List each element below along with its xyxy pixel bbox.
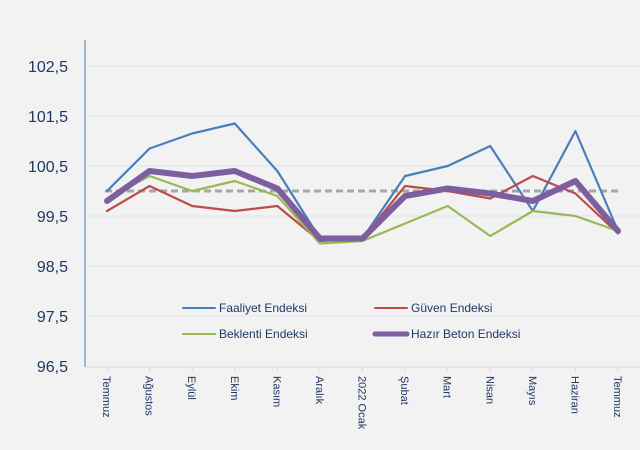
series-g-ven-endeksi xyxy=(105,174,620,243)
legend-item: Beklenti Endeksi xyxy=(182,327,308,341)
x-tick-label: Temmuz xyxy=(100,376,112,418)
series-line xyxy=(104,168,621,242)
y-tick-label: 100,5 xyxy=(28,159,68,176)
series-lines xyxy=(104,122,621,245)
y-tick-label: 97,5 xyxy=(37,309,68,326)
series-haz-r-beton-endeksi xyxy=(104,168,621,242)
x-tick-label: Mayıs xyxy=(526,376,538,406)
series-line xyxy=(105,174,620,245)
y-tick-label: 98,5 xyxy=(37,259,68,276)
x-tick-label: Eylül xyxy=(185,376,197,400)
legend-item: Faaliyet Endeksi xyxy=(182,301,307,315)
gridlines xyxy=(86,65,640,317)
series-line xyxy=(105,174,620,243)
legend-label: Hazır Beton Endeksi xyxy=(411,327,520,341)
series-faaliyet-endeksi xyxy=(105,122,620,240)
legend: Faaliyet Endeksi Güven Endeksi Beklenti En… xyxy=(182,301,520,341)
series-beklenti-endeksi xyxy=(105,174,620,245)
y-tick-label: 99,5 xyxy=(37,209,68,226)
x-tick-label: Mart xyxy=(441,376,453,398)
x-tick-label: Kasım xyxy=(270,376,282,407)
y-tick-label: 101,5 xyxy=(28,109,68,126)
y-tick-label: 102,5 xyxy=(28,59,68,76)
x-axis-ticks: Temmuz Ağustos Eylül Ekim Kasım Aralık 2022 Oc… xyxy=(100,367,623,430)
x-tick-label: Haziran xyxy=(568,376,580,414)
legend-label: Beklenti Endeksi xyxy=(219,327,308,341)
x-tick-label: 2022 Ocak xyxy=(356,376,368,430)
x-tick-label: Ekim xyxy=(228,376,240,400)
legend-label: Güven Endeksi xyxy=(411,301,492,315)
y-tick-label: 96,5 xyxy=(37,359,68,376)
x-tick-label: Aralık xyxy=(313,376,325,405)
legend-label: Faaliyet Endeksi xyxy=(219,301,307,315)
x-tick-label: Nisan xyxy=(483,376,495,404)
y-axis-ticks: 102,5 101,5 100,5 99,5 98,5 97,5 96,5 xyxy=(28,59,68,376)
x-tick-label: Temmuz xyxy=(611,376,623,418)
x-tick-label: Ağustos xyxy=(143,376,155,416)
x-tick-label: Şubat xyxy=(398,376,410,405)
legend-item: Hazır Beton Endeksi xyxy=(372,327,520,341)
legend-item: Güven Endeksi xyxy=(374,301,492,315)
series-line xyxy=(105,122,620,240)
